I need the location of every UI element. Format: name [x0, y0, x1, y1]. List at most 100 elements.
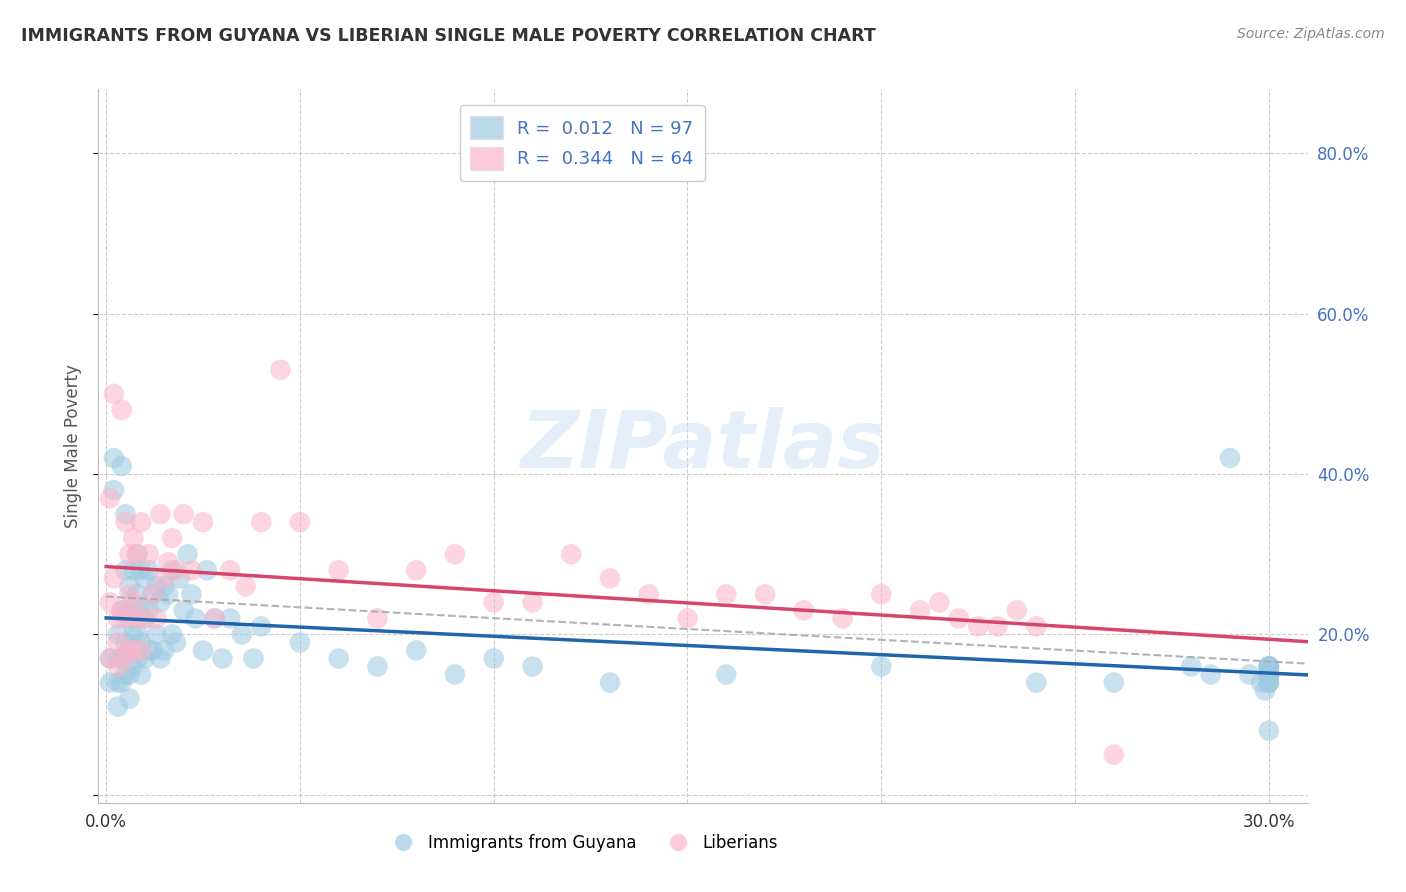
Point — [138, 603, 160, 617]
Point — [129, 515, 152, 529]
Point — [169, 571, 191, 585]
Point — [98, 651, 121, 665]
Point — [288, 635, 311, 649]
Point — [180, 587, 202, 601]
Point — [366, 611, 388, 625]
Point — [160, 531, 183, 545]
Point — [127, 651, 149, 665]
Point — [149, 595, 172, 609]
Point — [165, 635, 187, 649]
Point — [482, 651, 505, 665]
Point — [122, 595, 145, 609]
Point — [107, 635, 129, 649]
Point — [145, 611, 167, 625]
Point — [145, 627, 167, 641]
Text: IMMIGRANTS FROM GUYANA VS LIBERIAN SINGLE MALE POVERTY CORRELATION CHART: IMMIGRANTS FROM GUYANA VS LIBERIAN SINGL… — [21, 27, 876, 45]
Point — [134, 611, 156, 625]
Point — [111, 651, 134, 665]
Point — [153, 643, 176, 657]
Point — [98, 595, 121, 609]
Point — [191, 643, 214, 657]
Point — [716, 667, 738, 681]
Point — [153, 571, 176, 585]
Point — [211, 651, 233, 665]
Point — [405, 643, 427, 657]
Point — [122, 659, 145, 673]
Point — [114, 635, 136, 649]
Point — [138, 563, 160, 577]
Point — [1250, 675, 1272, 690]
Legend: Immigrants from Guyana, Liberians: Immigrants from Guyana, Liberians — [380, 828, 785, 859]
Point — [118, 643, 141, 657]
Point — [122, 595, 145, 609]
Point — [444, 547, 467, 561]
Point — [134, 571, 156, 585]
Point — [118, 587, 141, 601]
Point — [138, 547, 160, 561]
Point — [328, 563, 350, 577]
Point — [118, 547, 141, 561]
Point — [948, 611, 970, 625]
Point — [716, 587, 738, 601]
Point — [870, 659, 893, 673]
Point — [1257, 659, 1279, 673]
Point — [1257, 675, 1279, 690]
Point — [98, 651, 121, 665]
Point — [165, 563, 187, 577]
Point — [160, 563, 183, 577]
Point — [127, 611, 149, 625]
Point — [129, 635, 152, 649]
Point — [599, 675, 621, 690]
Point — [288, 515, 311, 529]
Point — [145, 579, 167, 593]
Point — [270, 363, 292, 377]
Point — [111, 403, 134, 417]
Point — [173, 603, 195, 617]
Point — [129, 643, 152, 657]
Y-axis label: Single Male Poverty: Single Male Poverty — [63, 364, 82, 528]
Point — [142, 587, 165, 601]
Point — [180, 563, 202, 577]
Point — [560, 547, 582, 561]
Point — [111, 458, 134, 473]
Point — [149, 507, 172, 521]
Point — [157, 587, 180, 601]
Point — [676, 611, 699, 625]
Point — [122, 563, 145, 577]
Point — [157, 555, 180, 569]
Point — [111, 603, 134, 617]
Point — [138, 643, 160, 657]
Point — [908, 603, 931, 617]
Point — [107, 675, 129, 690]
Point — [831, 611, 853, 625]
Point — [1257, 667, 1279, 681]
Point — [118, 611, 141, 625]
Point — [1102, 675, 1125, 690]
Text: ZIPatlas: ZIPatlas — [520, 407, 886, 485]
Point — [122, 531, 145, 545]
Point — [127, 547, 149, 561]
Point — [204, 611, 226, 625]
Point — [129, 603, 152, 617]
Point — [107, 611, 129, 625]
Point — [328, 651, 350, 665]
Point — [1257, 667, 1279, 681]
Point — [114, 603, 136, 617]
Point — [444, 667, 467, 681]
Point — [637, 587, 659, 601]
Point — [1102, 747, 1125, 762]
Point — [195, 563, 218, 577]
Point — [1025, 675, 1047, 690]
Point — [928, 595, 950, 609]
Point — [1199, 667, 1222, 681]
Point — [127, 547, 149, 561]
Point — [1180, 659, 1202, 673]
Point — [231, 627, 253, 641]
Point — [1257, 659, 1279, 673]
Point — [522, 595, 544, 609]
Point — [118, 643, 141, 657]
Point — [1257, 667, 1279, 681]
Point — [142, 587, 165, 601]
Point — [114, 611, 136, 625]
Point — [599, 571, 621, 585]
